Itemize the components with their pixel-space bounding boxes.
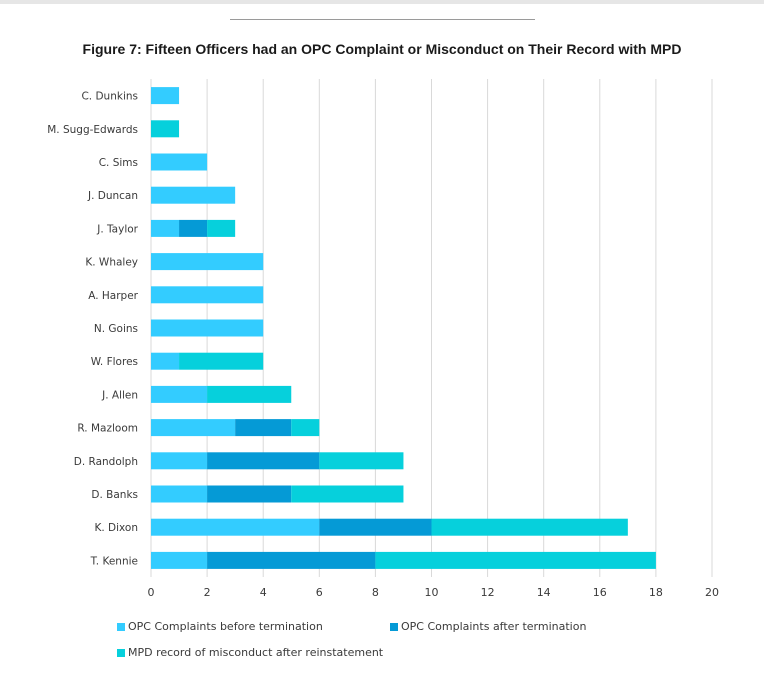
bar-d-randolph-series-0 <box>151 452 208 470</box>
bar-j-allen-series-0 <box>151 385 208 403</box>
category-label-t-kennie: T. Kennie <box>90 555 138 567</box>
bar-d-randolph-series-1 <box>207 452 320 470</box>
x-tick-label-4: 4 <box>260 586 267 599</box>
category-label-r-mazloom: R. Mazloom <box>77 423 138 435</box>
bar-t-kennie-series-0 <box>151 551 208 569</box>
category-label-j-taylor: J. Taylor <box>96 223 138 235</box>
bar-w-flores-series-2 <box>179 352 264 370</box>
category-label-w-flores: W. Flores <box>91 356 138 368</box>
legend-label-before-termination: OPC Complaints before termination <box>128 620 323 633</box>
bar-j-taylor-series-0 <box>151 219 180 237</box>
page-top-border <box>0 0 764 4</box>
category-label-j-allen: J. Allen <box>101 389 138 401</box>
legend-item-after-termination: OPC Complaints after termination <box>390 620 586 633</box>
category-label-m-sugg-edwards: M. Sugg-Edwards <box>47 124 138 136</box>
bar-j-duncan-series-0 <box>151 186 236 204</box>
bar-d-randolph-series-2 <box>319 452 404 470</box>
bar-a-harper-series-0 <box>151 286 264 304</box>
category-label-a-harper: A. Harper <box>88 290 138 302</box>
legend-label-after-termination: OPC Complaints after termination <box>401 620 587 633</box>
category-label-d-banks: D. Banks <box>91 489 138 501</box>
bar-k-dixon-series-1 <box>319 518 432 536</box>
x-tick-label-10: 10 <box>425 586 439 599</box>
bar-r-mazloom-series-1 <box>235 419 292 437</box>
bar-d-banks-series-0 <box>151 485 208 503</box>
x-tick-label-8: 8 <box>372 586 379 599</box>
x-tick-label-6: 6 <box>316 586 323 599</box>
category-label-j-duncan: J. Duncan <box>87 190 138 202</box>
legend-swatch-before-termination <box>117 622 125 631</box>
bar-n-goins-series-0 <box>151 319 264 337</box>
bar-d-banks-series-1 <box>207 485 292 503</box>
legend-item-misconduct-after-reinstatement: MPD record of misconduct after reinstate… <box>117 646 383 659</box>
legend-label-misconduct-after-reinstatement: MPD record of misconduct after reinstate… <box>128 646 384 659</box>
bar-k-dixon-series-2 <box>431 518 628 536</box>
bar-t-kennie-series-2 <box>375 551 656 569</box>
bar-c-dunkins-series-0 <box>151 87 180 105</box>
bar-r-mazloom-series-2 <box>291 419 320 437</box>
legend-item-before-termination: OPC Complaints before termination <box>117 620 323 633</box>
bar-t-kennie-series-1 <box>207 551 376 569</box>
header-rule <box>230 19 535 20</box>
bar-c-sims-series-0 <box>151 153 208 171</box>
category-label-c-dunkins: C. Dunkins <box>81 91 138 103</box>
x-tick-label-12: 12 <box>481 586 495 599</box>
bar-m-sugg-edwards-series-2 <box>151 120 180 138</box>
bar-k-dixon-series-0 <box>151 518 320 536</box>
chart-title: Figure 7: Fifteen Officers had an OPC Co… <box>82 41 682 57</box>
bar-j-allen-series-2 <box>207 385 292 403</box>
x-tick-label-14: 14 <box>537 586 551 599</box>
category-label-k-whaley: K. Whaley <box>85 257 138 269</box>
x-tick-label-16: 16 <box>593 586 607 599</box>
bar-w-flores-series-0 <box>151 352 180 370</box>
bar-j-taylor-series-2 <box>207 219 236 237</box>
x-tick-label-20: 20 <box>705 586 719 599</box>
bar-d-banks-series-2 <box>291 485 404 503</box>
legend-swatch-after-termination <box>390 622 398 631</box>
category-label-k-dixon: K. Dixon <box>94 522 138 534</box>
category-label-c-sims: C. Sims <box>99 157 138 169</box>
x-tick-label-2: 2 <box>204 586 211 599</box>
bar-r-mazloom-series-0 <box>151 419 236 437</box>
bar-j-taylor-series-1 <box>179 219 208 237</box>
x-tick-label-0: 0 <box>148 586 155 599</box>
category-label-n-goins: N. Goins <box>94 323 138 335</box>
x-tick-label-18: 18 <box>649 586 663 599</box>
bar-k-whaley-series-0 <box>151 253 264 271</box>
legend-swatch-misconduct-after-reinstatement <box>117 648 125 657</box>
category-label-d-randolph: D. Randolph <box>74 456 138 468</box>
